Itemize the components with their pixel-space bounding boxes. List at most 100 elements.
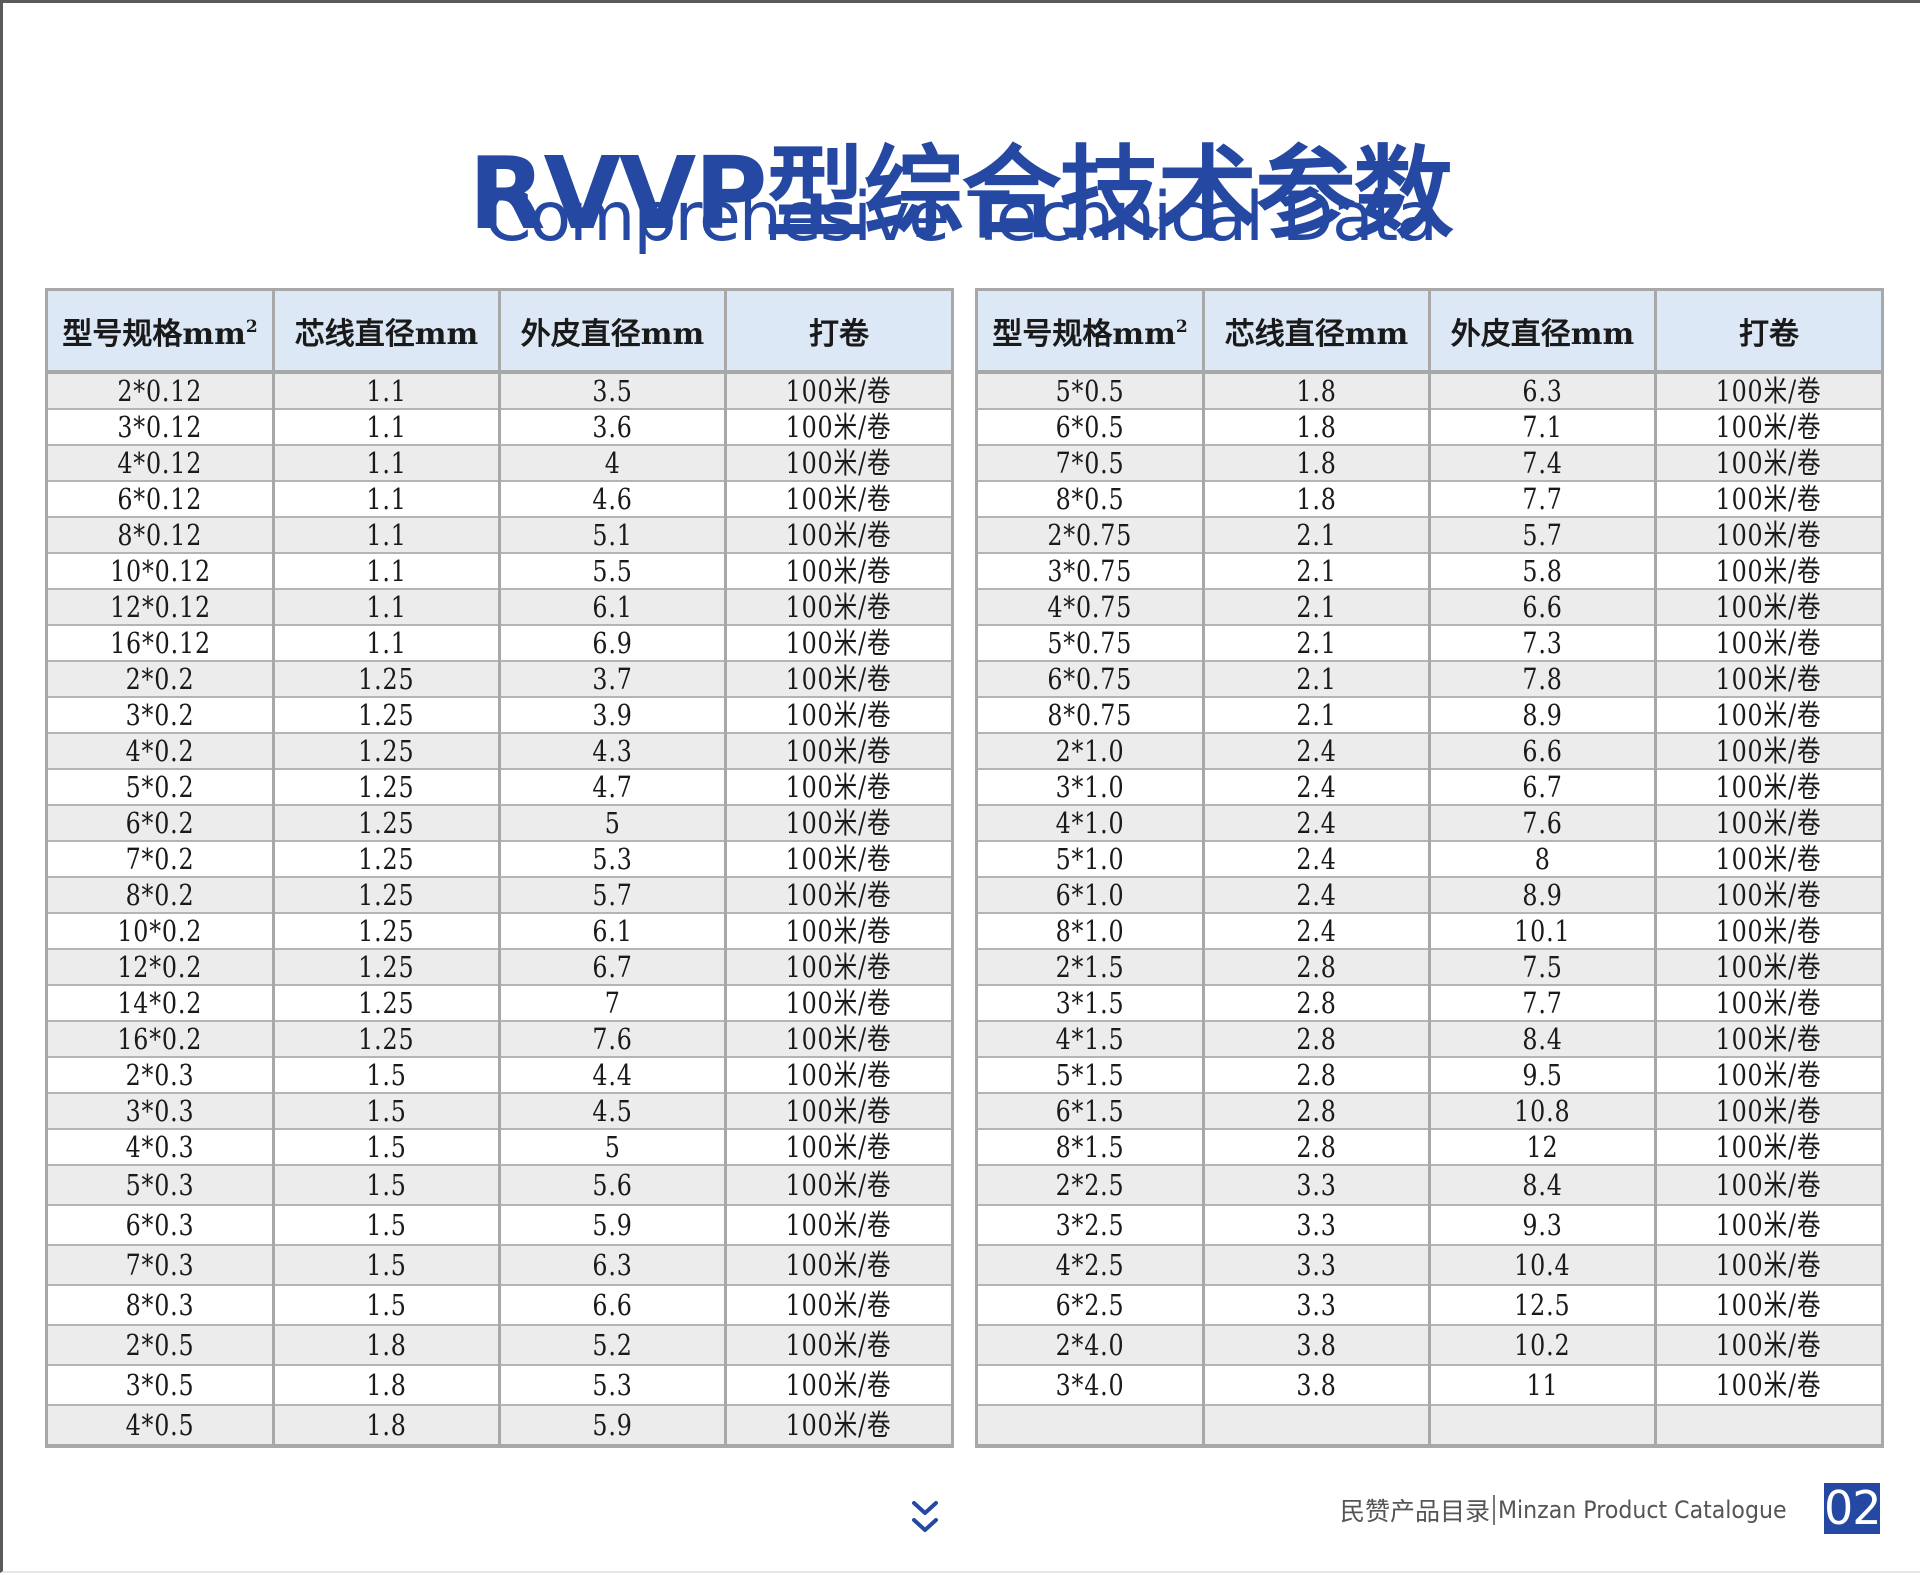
cell-outer-diameter: 5.2 (498, 1325, 727, 1366)
cell-packing: 100米/卷 (724, 949, 954, 986)
cell-packing: 100米/卷 (724, 481, 954, 518)
cell-packing: 100米/卷 (724, 1057, 954, 1094)
cell-core-diameter-text: 1.5 (366, 1130, 407, 1164)
cell-model-text: 6*1.0 (1055, 878, 1125, 912)
cell-core-diameter: 2.4 (1202, 733, 1431, 770)
cell-packing-text: 100米/卷 (786, 1248, 892, 1282)
catalog-en: Minzan Product Catalogue (1498, 1496, 1787, 1524)
cell-core-diameter: 1.25 (272, 1021, 501, 1058)
cell-model-text: 6*0.2 (125, 806, 195, 840)
cell-outer-diameter: 6.1 (498, 913, 727, 950)
table-row: 4*0.75 2.1 6.6 100米/卷 (975, 589, 1884, 626)
cell-core-diameter: 2.8 (1202, 1057, 1431, 1094)
cell-core-diameter: 1.8 (272, 1405, 501, 1447)
cell-core-diameter-text: 2.8 (1296, 1058, 1337, 1092)
cell-outer-diameter-text: 3.7 (592, 662, 633, 696)
table-row: 4*1.5 2.8 8.4 100米/卷 (975, 1021, 1884, 1058)
cell-core-diameter: 1.8 (272, 1325, 501, 1366)
table-row: 3*0.5 1.8 5.3 100米/卷 (45, 1365, 954, 1406)
header-packing: 打卷 (724, 289, 954, 374)
cell-packing-text: 100米/卷 (786, 914, 892, 948)
cell-core-diameter-text: 2.8 (1296, 1130, 1337, 1164)
cell-packing: 100米/卷 (1654, 553, 1884, 590)
cell-outer-diameter-text: 5 (604, 806, 621, 840)
cell-model: 8*1.5 (975, 1129, 1205, 1166)
table-row: 14*0.2 1.25 7 100米/卷 (45, 985, 954, 1022)
cell-model: 12*0.2 (45, 949, 275, 986)
cell-outer-diameter-text: 6.6 (1522, 590, 1563, 624)
cell-outer-diameter: 5.7 (1428, 517, 1657, 554)
cell-packing: 100米/卷 (1654, 1129, 1884, 1166)
cell-outer-diameter: 6.1 (498, 589, 727, 626)
page-subtitle: Comprehesive Technical Data (484, 178, 1438, 257)
header-outer-diameter: 外皮直径mm (498, 289, 727, 374)
table-row: 16*0.12 1.1 6.9 100米/卷 (45, 625, 954, 662)
cell-core-diameter: 1.25 (272, 985, 501, 1022)
cell-core-diameter: 1.5 (272, 1129, 501, 1166)
cell-model-text: 4*1.0 (1055, 806, 1125, 840)
cell-model: 3*0.3 (45, 1093, 275, 1130)
cell-outer-diameter-text: 7.7 (1522, 482, 1563, 516)
cell-model-text: 8*0.75 (1047, 698, 1133, 732)
cell-model-text: 2*4.0 (1055, 1328, 1125, 1362)
cell-packing: 100米/卷 (1654, 1093, 1884, 1130)
table-row: 4*0.2 1.25 4.3 100米/卷 (45, 733, 954, 770)
cell-outer-diameter: 10.4 (1428, 1245, 1657, 1286)
cell-core-diameter-text: 1.25 (358, 842, 415, 876)
cell-packing: 100米/卷 (1654, 985, 1884, 1022)
cell-outer-diameter: 5.1 (498, 517, 727, 554)
table-row: 10*0.2 1.25 6.1 100米/卷 (45, 913, 954, 950)
cell-core-diameter: 1.1 (272, 481, 501, 518)
cell-outer-diameter: 5.3 (498, 1365, 727, 1406)
cell-packing-text: 100米/卷 (1716, 626, 1822, 660)
cell-packing-text: 100米/卷 (1716, 734, 1822, 768)
cell-outer-diameter: 8.4 (1428, 1165, 1657, 1206)
cell-packing: 100米/卷 (1654, 589, 1884, 626)
cell-model: 2*4.0 (975, 1325, 1205, 1366)
cell-model-text: 5*1.0 (1055, 842, 1125, 876)
table-row: 6*1.5 2.8 10.8 100米/卷 (975, 1093, 1884, 1130)
cell-model-text: 3*2.5 (1055, 1208, 1125, 1242)
cell-core-diameter-text: 2.1 (1296, 626, 1337, 660)
cell-packing-text: 100米/卷 (786, 1094, 892, 1128)
cell-core-diameter: 1.8 (272, 1365, 501, 1406)
cell-model: 2*2.5 (975, 1165, 1205, 1206)
cell-outer-diameter-text: 4.3 (592, 734, 633, 768)
cell-model-text: 5*0.75 (1047, 626, 1133, 660)
cell-core-diameter-text: 1.1 (366, 482, 407, 516)
double-chevron-down-icon[interactable] (910, 1498, 940, 1538)
cell-outer-diameter-text: 12 (1526, 1130, 1559, 1164)
cell-core-diameter-text: 1.25 (358, 806, 415, 840)
cell-packing: 100米/卷 (1654, 877, 1884, 914)
cell-packing: 100米/卷 (1654, 409, 1884, 446)
cell-core-diameter: 1.5 (272, 1285, 501, 1326)
cell-model: 6*0.5 (975, 409, 1205, 446)
page-title: RVVP型综合技术参数 (468, 135, 1453, 252)
cell-core-diameter: 3.3 (1202, 1245, 1431, 1286)
cell-model: 3*1.5 (975, 985, 1205, 1022)
cell-outer-diameter: 7.6 (1428, 805, 1657, 842)
cell-core-diameter: 2.8 (1202, 1129, 1431, 1166)
cell-packing-text: 100米/卷 (1716, 590, 1822, 624)
cell-model-text: 4*0.12 (117, 446, 203, 480)
cell-outer-diameter: 8.4 (1428, 1021, 1657, 1058)
table-row: 8*1.5 2.8 12 100米/卷 (975, 1129, 1884, 1166)
cell-packing-text: 100米/卷 (1716, 482, 1822, 516)
cell-core-diameter-text: 1.25 (358, 950, 415, 984)
cell-core-diameter: 2.4 (1202, 769, 1431, 806)
cell-model-text: 8*0.12 (117, 518, 203, 552)
cell-packing-text: 100米/卷 (786, 1168, 892, 1202)
table-row: 6*0.5 1.8 7.1 100米/卷 (975, 409, 1884, 446)
table-row: 6*0.3 1.5 5.9 100米/卷 (45, 1205, 954, 1246)
cell-core-diameter-text: 1.25 (358, 662, 415, 696)
cell-core-diameter: 1.1 (272, 517, 501, 554)
cell-outer-diameter: 7.4 (1428, 445, 1657, 482)
cell-core-diameter-text: 1.8 (1296, 446, 1337, 480)
header-model-label: 型号规格mm (992, 316, 1176, 352)
cell-outer-diameter-text: 5.6 (592, 1168, 633, 1202)
cell-outer-diameter: 10.2 (1428, 1325, 1657, 1366)
cell-packing: 100米/卷 (724, 841, 954, 878)
cell-model-text: 8*1.0 (1055, 914, 1125, 948)
table-row: 2*1.0 2.4 6.6 100米/卷 (975, 733, 1884, 770)
cell-packing: 100米/卷 (724, 1093, 954, 1130)
